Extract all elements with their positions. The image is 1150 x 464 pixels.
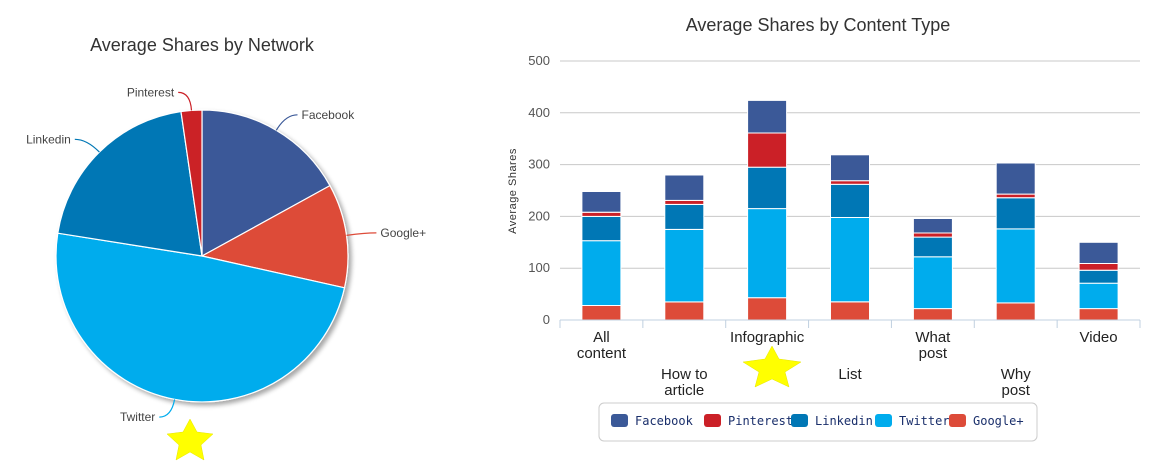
y-tick-label: 300: [528, 157, 550, 172]
bar-facebook-video[interactable]: [1078, 241, 1119, 265]
bar-twitter-how-to-article[interactable]: [664, 228, 705, 303]
star-icon: [166, 418, 214, 461]
bar-twitter-why-post[interactable]: [995, 228, 1036, 304]
legend-swatch-twitter[interactable]: [875, 414, 892, 427]
bar-stack-infographic: [747, 99, 788, 321]
legend-label-twitter[interactable]: Twitter: [899, 414, 950, 428]
pie-chart-title: Average Shares by Network: [90, 35, 315, 55]
bar-stack-what-post: [912, 218, 953, 321]
pie-connector-facebook: [275, 114, 298, 131]
bar-pinterest-list[interactable]: [830, 180, 870, 185]
legend-label-pinterest[interactable]: Pinterest: [728, 414, 793, 428]
legend-label-facebook[interactable]: Facebook: [635, 414, 694, 428]
pie-label-google: Google+: [380, 226, 426, 240]
x-tick-label: Infographic: [730, 329, 805, 346]
bar-google-how-to-article[interactable]: [664, 301, 705, 321]
bar-facebook-infographic[interactable]: [747, 99, 788, 134]
x-tick-label: Video: [1080, 329, 1118, 346]
bar-pinterest-infographic[interactable]: [747, 132, 788, 168]
legend-swatch-google[interactable]: [949, 414, 966, 427]
legend-swatch-pinterest[interactable]: [704, 414, 721, 427]
y-tick-label: 0: [543, 312, 550, 327]
bar-linkedin-all-content[interactable]: [581, 215, 622, 242]
pie-connector-twitter: [159, 399, 176, 418]
bar-facebook-list[interactable]: [830, 154, 870, 182]
legend-swatch-linkedin[interactable]: [791, 414, 808, 427]
legend: Facebook Pinterest Linkedin Twitter Google+: [598, 402, 1038, 442]
x-tick-label: Why post: [1001, 366, 1032, 399]
bar-facebook-all-content[interactable]: [581, 191, 622, 213]
x-tick-label: All content: [577, 329, 627, 362]
x-axis: All content How to article Infographic List Wh…: [559, 319, 1141, 399]
pie-connector-linkedin: [74, 138, 100, 153]
bar-google-infographic[interactable]: [747, 297, 788, 321]
pie-label-linkedin: Linkedin: [26, 132, 71, 146]
bar-google-video[interactable]: [1078, 308, 1119, 321]
pie-slice-facebook[interactable]: [201, 109, 331, 258]
bar-linkedin-why-post[interactable]: [995, 197, 1036, 230]
bar-chart: Average Shares by Content Type Average S…: [507, 15, 1141, 442]
pie-slice-linkedin[interactable]: [57, 110, 203, 257]
bar-stack-why-post: [995, 162, 1036, 321]
bar-pinterest-how-to-article[interactable]: [664, 199, 705, 205]
y-tick-label: 200: [528, 208, 550, 223]
bar-facebook-why-post[interactable]: [995, 162, 1036, 195]
bar-stack-how-to-article: [664, 174, 705, 321]
pie-connector-google: [346, 232, 377, 236]
bar-google-list[interactable]: [830, 301, 870, 321]
star-icon: [742, 345, 802, 388]
pie-slice-google[interactable]: [200, 184, 349, 289]
pie-label-twitter: Twitter: [120, 410, 155, 424]
bar-stacks: [581, 99, 1119, 321]
bar-google-what-post[interactable]: [912, 308, 953, 321]
bar-linkedin-list[interactable]: [830, 183, 870, 219]
legend-box: [598, 402, 1038, 442]
bar-chart-title: Average Shares by Content Type: [686, 15, 951, 35]
bar-stack-all-content: [581, 191, 622, 321]
bar-pinterest-why-post[interactable]: [995, 193, 1036, 199]
bar-facebook-how-to-article[interactable]: [664, 174, 705, 201]
bar-twitter-list[interactable]: [830, 216, 870, 303]
pie-labels: Facebook Google+ Twitter Linkedin Pinterest: [26, 85, 426, 424]
bar-stack-list: [830, 154, 870, 321]
bar-linkedin-video[interactable]: [1078, 269, 1119, 284]
x-tick-label: What post: [915, 329, 951, 362]
legend-swatch-facebook[interactable]: [611, 414, 628, 427]
bar-facebook-what-post[interactable]: [912, 218, 953, 234]
pie-connector-pinterest: [178, 91, 193, 111]
pie-label-facebook: Facebook: [302, 108, 356, 122]
x-tick-label: List: [838, 366, 862, 383]
y-tick-label: 400: [528, 105, 550, 120]
legend-label-linkedin[interactable]: Linkedin: [815, 414, 873, 428]
y-tick-label: 500: [528, 53, 550, 68]
bar-twitter-all-content[interactable]: [581, 240, 622, 306]
y-tick-label: 100: [528, 260, 550, 275]
bar-pinterest-what-post[interactable]: [912, 232, 953, 238]
x-tick-label: How to article: [661, 366, 708, 399]
pie-slices: [55, 109, 349, 403]
bar-google-why-post[interactable]: [995, 302, 1036, 321]
legend-label-google[interactable]: Google+: [973, 414, 1024, 428]
pie-chart: Average Shares by Network Facebook Google…: [26, 35, 426, 424]
bar-linkedin-infographic[interactable]: [747, 166, 788, 210]
bar-stack-video: [1078, 241, 1119, 321]
bar-twitter-what-post[interactable]: [912, 256, 953, 310]
bar-linkedin-what-post[interactable]: [912, 236, 953, 258]
bar-pinterest-video[interactable]: [1078, 263, 1119, 271]
bar-twitter-video[interactable]: [1078, 282, 1119, 310]
bar-linkedin-how-to-article[interactable]: [664, 204, 705, 230]
bar-pinterest-all-content[interactable]: [581, 211, 622, 217]
y-axis-label: Average Shares: [507, 148, 519, 234]
bar-google-all-content[interactable]: [581, 305, 622, 321]
pie-slice-twitter[interactable]: [55, 232, 346, 403]
bar-twitter-infographic[interactable]: [747, 208, 788, 299]
pie-label-pinterest: Pinterest: [127, 85, 175, 99]
